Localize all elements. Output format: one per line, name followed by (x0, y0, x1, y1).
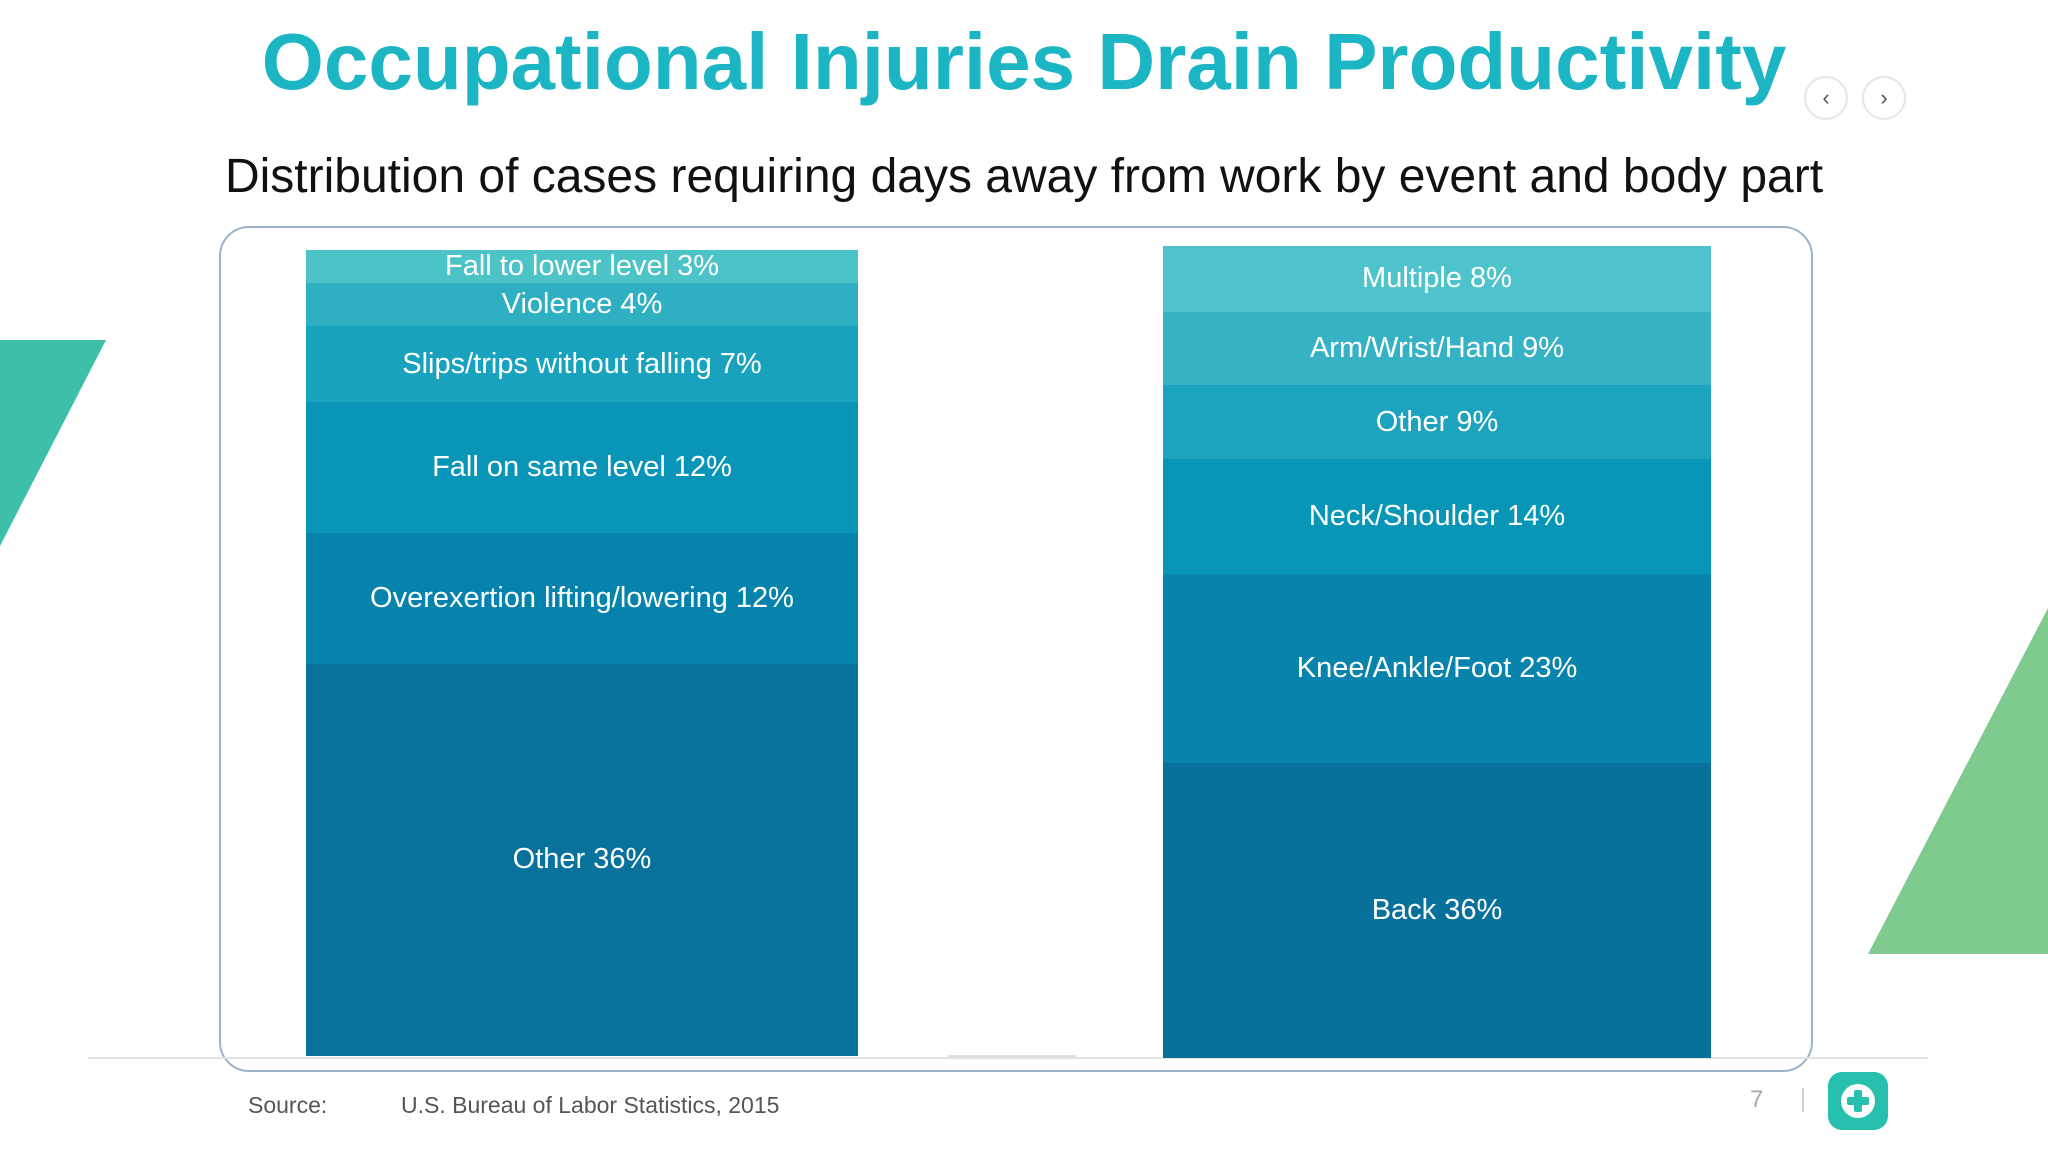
slide-subtitle: Distribution of cases requiring days awa… (224, 150, 1824, 203)
segment-label: Multiple 8% (1362, 262, 1512, 295)
teal-triangle-decoration (0, 340, 106, 546)
chevron-left-icon: ‹ (1822, 85, 1830, 110)
next-slide-button[interactable]: › (1862, 76, 1906, 120)
bar-segment: Fall on same level 12% (306, 402, 858, 534)
bar-segment: Fall to lower level 3% (306, 250, 858, 283)
footer-separator (1802, 1088, 1804, 1112)
segment-label: Violence 4% (501, 287, 663, 320)
chevron-right-icon: › (1880, 85, 1888, 110)
segment-label: Neck/Shoulder 14% (1308, 500, 1566, 533)
bar-segment: Other 36% (306, 663, 858, 1056)
prev-slide-button[interactable]: ‹ (1804, 76, 1848, 120)
bar-segment: Arm/Wrist/Hand 9% (1163, 311, 1711, 386)
segment-label: Other 36% (512, 843, 652, 876)
segment-label: Other 9% (1375, 405, 1499, 438)
bar-segment: Neck/Shoulder 14% (1163, 459, 1711, 575)
medical-cross-icon (1841, 1084, 1875, 1118)
slide-title: Occupational Injuries Drain Productivity (261, 17, 1787, 106)
segment-label: Back 36% (1371, 893, 1503, 926)
bar-segment: Violence 4% (306, 282, 858, 327)
segment-label: Fall to lower level 3% (445, 250, 719, 282)
brand-logo (1828, 1072, 1888, 1130)
bar-segment: Overexertion lifting/lowering 12% (306, 533, 858, 664)
divider-line (88, 1057, 1928, 1059)
segment-label: Fall on same level 12% (432, 451, 732, 484)
axis-stub (948, 1055, 1076, 1058)
segment-label: Knee/Ankle/Foot 23% (1296, 651, 1578, 684)
bar-segment: Knee/Ankle/Foot 23% (1163, 574, 1711, 763)
segment-label: Overexertion lifting/lowering 12% (370, 582, 794, 615)
segment-label: Arm/Wrist/Hand 9% (1309, 332, 1565, 365)
source-label: Source: (248, 1092, 328, 1118)
segment-label: Slips/trips without falling 7% (402, 347, 762, 380)
bar-segment: Other 9% (1163, 385, 1711, 460)
green-triangle-decoration (1868, 608, 2048, 954)
bar-segment: Multiple 8% (1163, 246, 1711, 312)
source-text: U.S. Bureau of Labor Statistics, 2015 (401, 1092, 780, 1118)
page-number: 7 (1750, 1086, 1764, 1113)
bar-segment: Slips/trips without falling 7% (306, 326, 858, 403)
chart-frame (219, 226, 1813, 1072)
bar-segment: Back 36% (1163, 762, 1711, 1058)
